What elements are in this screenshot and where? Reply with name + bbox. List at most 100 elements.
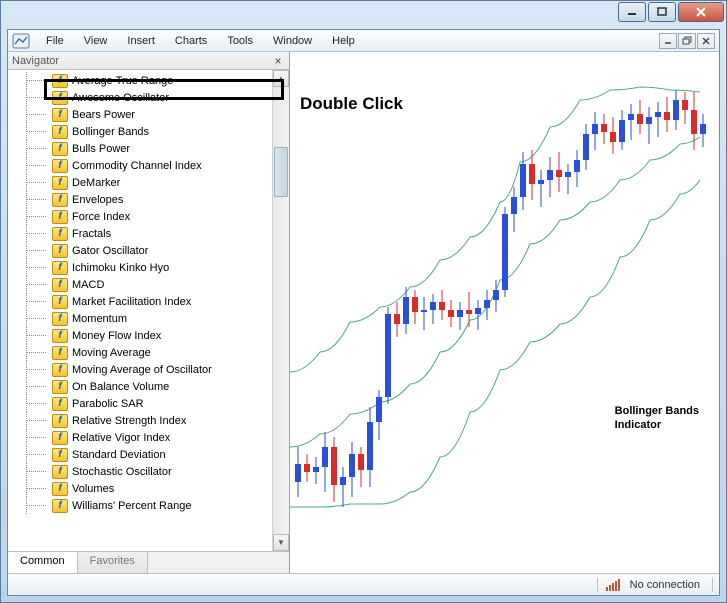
window-minimize-button[interactable] <box>618 2 646 22</box>
indicator-label: Ichimoku Kinko Hyo <box>72 262 169 274</box>
indicator-item[interactable]: f Moving Average <box>8 344 272 361</box>
tab-common[interactable]: Common <box>8 552 78 573</box>
annotation-main-l2: Indicator <box>615 418 699 432</box>
indicator-icon: f <box>52 261 68 275</box>
annotation-main-l1: Bollinger Bands <box>615 404 699 418</box>
indicator-icon: f <box>52 193 68 207</box>
indicator-label: DeMarker <box>72 177 120 189</box>
navigator-close-button[interactable]: × <box>271 54 285 68</box>
indicator-icon: f <box>52 125 68 139</box>
scroll-thumb[interactable] <box>274 147 288 197</box>
indicator-icon: f <box>52 329 68 343</box>
statusbar: No connection <box>8 573 719 595</box>
scroll-down-button[interactable]: ▼ <box>273 534 289 551</box>
indicator-icon: f <box>52 312 68 326</box>
indicator-label: Bollinger Bands <box>72 126 149 138</box>
indicator-item[interactable]: f Bulls Power <box>8 140 272 157</box>
app-icon <box>12 32 30 50</box>
indicator-item[interactable]: fMomentum <box>8 310 272 327</box>
navigator-scrollbar[interactable]: ▲ ▼ <box>272 70 289 551</box>
menu-view[interactable]: View <box>74 33 118 49</box>
indicator-item[interactable]: fOn Balance Volume <box>8 378 272 395</box>
menu-charts[interactable]: Charts <box>165 33 217 49</box>
indicator-item[interactable]: fMarket Facilitation Index <box>8 293 272 310</box>
indicator-item[interactable]: fRelative Strength Index <box>8 412 272 429</box>
indicator-item[interactable]: fRelative Vigor Index <box>8 429 272 446</box>
indicator-icon: f <box>52 142 68 156</box>
indicator-icon: f <box>52 176 68 190</box>
navigator-header: Navigator × <box>8 52 289 70</box>
mdi-restore-button[interactable] <box>678 33 696 49</box>
scroll-track[interactable] <box>273 87 289 534</box>
indicator-item[interactable]: f Money Flow Index <box>8 327 272 344</box>
indicator-item[interactable]: fBears Power <box>8 106 272 123</box>
window-close-button[interactable] <box>678 2 724 22</box>
indicator-item[interactable]: fAwesome Oscillator <box>8 89 272 106</box>
indicator-icon: f <box>52 210 68 224</box>
indicator-icon: f <box>52 74 68 88</box>
indicator-item[interactable]: f Standard Deviation <box>8 446 272 463</box>
indicator-item[interactable]: f Fractals <box>8 225 272 242</box>
indicator-icon: f <box>52 431 68 445</box>
indicator-label: Market Facilitation Index <box>72 296 191 308</box>
indicator-icon: f <box>52 380 68 394</box>
menu-window[interactable]: Window <box>263 33 322 49</box>
indicator-item[interactable]: f Force Index <box>8 208 272 225</box>
connection-icon <box>606 579 622 591</box>
indicator-item[interactable]: f MACD <box>8 276 272 293</box>
indicator-label: MACD <box>72 279 104 291</box>
window-maximize-button[interactable] <box>648 2 676 22</box>
indicator-icon: f <box>52 448 68 462</box>
candlestick-chart <box>290 52 719 542</box>
mdi-minimize-button[interactable] <box>659 33 677 49</box>
indicator-item[interactable]: fWilliams' Percent Range <box>8 497 272 514</box>
titlebar <box>1 1 726 29</box>
tab-favorites[interactable]: Favorites <box>78 552 148 573</box>
status-connection: No connection <box>630 579 704 591</box>
indicator-item[interactable]: fCommodity Channel Index <box>8 157 272 174</box>
indicator-label: Volumes <box>72 483 114 495</box>
indicator-item[interactable]: f Stochastic Oscillator <box>8 463 272 480</box>
indicator-item[interactable]: f Envelopes <box>8 191 272 208</box>
indicator-icon: f <box>52 278 68 292</box>
indicator-item[interactable]: f DeMarker <box>8 174 272 191</box>
indicator-icon: f <box>52 159 68 173</box>
inner-window: File View Insert Charts Tools Window Hel… <box>7 29 720 596</box>
indicator-item[interactable]: f Ichimoku Kinko Hyo <box>8 259 272 276</box>
indicator-label: Williams' Percent Range <box>72 500 191 512</box>
indicator-label: Awesome Oscillator <box>72 92 169 104</box>
indicator-icon: f <box>52 227 68 241</box>
indicator-label: Stochastic Oscillator <box>72 466 172 478</box>
navigator-panel: Navigator × fAverage True RangefAwesome … <box>8 52 290 573</box>
menu-tools[interactable]: Tools <box>217 33 263 49</box>
indicator-label: Moving Average <box>72 347 151 359</box>
scroll-up-button[interactable]: ▲ <box>273 70 289 87</box>
indicator-label: Force Index <box>72 211 130 223</box>
menu-insert[interactable]: Insert <box>117 33 165 49</box>
indicator-label: Parabolic SAR <box>72 398 144 410</box>
menu-help[interactable]: Help <box>322 33 365 49</box>
indicator-label: Moving Average of Oscillator <box>72 364 212 376</box>
indicator-icon: f <box>52 108 68 122</box>
indicator-item[interactable]: fAverage True Range <box>8 72 272 89</box>
indicator-icon: f <box>52 397 68 411</box>
indicator-label: Standard Deviation <box>72 449 166 461</box>
indicator-icon: f <box>52 465 68 479</box>
indicator-label: Relative Strength Index <box>72 415 186 427</box>
outer-window: File View Insert Charts Tools Window Hel… <box>0 0 727 603</box>
indicator-item[interactable]: f Bollinger Bands <box>8 123 272 140</box>
mdi-close-button[interactable] <box>697 33 715 49</box>
indicator-item[interactable]: f Parabolic SAR <box>8 395 272 412</box>
indicator-item[interactable]: fVolumes <box>8 480 272 497</box>
chart-area[interactable]: Double Click Bollinger Bands Indicator <box>290 52 719 573</box>
indicator-icon: f <box>52 244 68 258</box>
indicator-item[interactable]: fGator Oscillator <box>8 242 272 259</box>
indicator-label: Envelopes <box>72 194 123 206</box>
menu-file[interactable]: File <box>36 33 74 49</box>
indicator-label: Fractals <box>72 228 111 240</box>
indicator-item[interactable]: fMoving Average of Oscillator <box>8 361 272 378</box>
annotation-double-click: Double Click <box>300 94 403 114</box>
indicator-icon: f <box>52 346 68 360</box>
indicator-label: Money Flow Index <box>72 330 161 342</box>
indicator-label: Bulls Power <box>72 143 130 155</box>
